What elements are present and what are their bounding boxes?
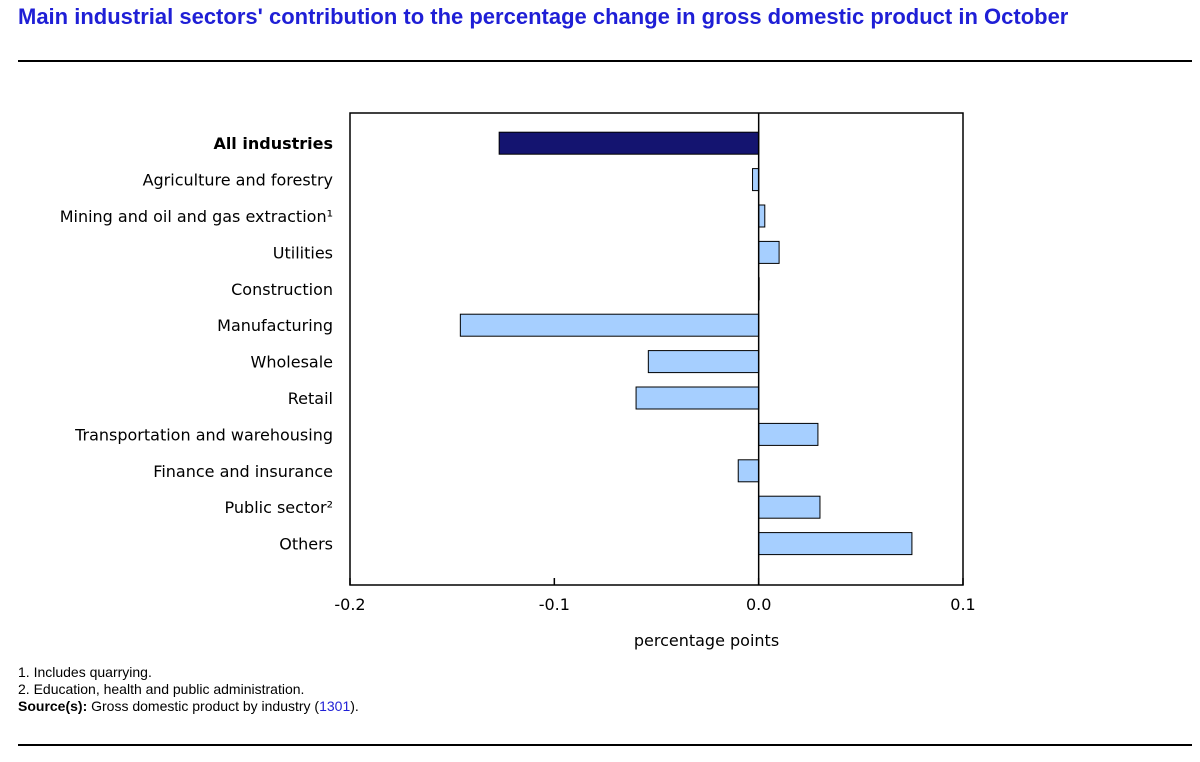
x-tick-label: -0.2	[334, 595, 365, 614]
bar	[647, 350, 760, 374]
bar	[758, 532, 913, 556]
category-label: All industries	[213, 134, 333, 153]
category-label: Finance and insurance	[153, 462, 333, 481]
x-tick-label: -0.1	[539, 595, 570, 614]
category-label: Transportation and warehousing	[74, 425, 333, 444]
bar	[737, 459, 760, 483]
category-label: Public sector²	[225, 498, 333, 517]
top-divider	[18, 60, 1192, 62]
source-link[interactable]: 1301	[319, 698, 351, 714]
bar	[758, 240, 780, 264]
bar	[459, 313, 760, 337]
category-label: Retail	[288, 389, 333, 408]
footnote-2: 2. Education, health and public administ…	[18, 681, 305, 697]
category-label: Agriculture and forestry	[143, 171, 333, 190]
bar	[635, 386, 760, 410]
source-end: ).	[350, 698, 359, 714]
footnote-1: 1. Includes quarrying.	[18, 664, 152, 680]
footnotes: 1. Includes quarrying. 2. Education, hea…	[18, 664, 359, 715]
source-label: Source(s):	[18, 698, 88, 714]
category-label: Utilities	[273, 243, 333, 262]
bar	[758, 495, 821, 519]
chart-title: Main industrial sectors' contribution to…	[18, 4, 1069, 29]
category-label: Wholesale	[251, 353, 333, 372]
x-axis-title: percentage points	[634, 631, 779, 650]
bar	[758, 422, 819, 446]
category-label: Mining and oil and gas extraction¹	[60, 207, 333, 226]
bar	[498, 131, 760, 155]
source-line: Source(s): Gross domestic product by ind…	[18, 698, 359, 715]
plot-frame	[349, 112, 964, 586]
bottom-divider	[18, 744, 1192, 746]
bar	[752, 168, 760, 192]
bar-chart: All industries Agriculture and forestry Mi…	[60, 112, 976, 650]
bar	[758, 204, 766, 228]
category-label: Construction	[231, 280, 333, 299]
category-label: Manufacturing	[217, 316, 333, 335]
x-tick-label: 0.1	[950, 595, 975, 614]
category-label: Others	[279, 535, 333, 554]
x-tick-label: 0.0	[746, 595, 771, 614]
source-text: Gross domestic product by industry (	[87, 698, 320, 714]
